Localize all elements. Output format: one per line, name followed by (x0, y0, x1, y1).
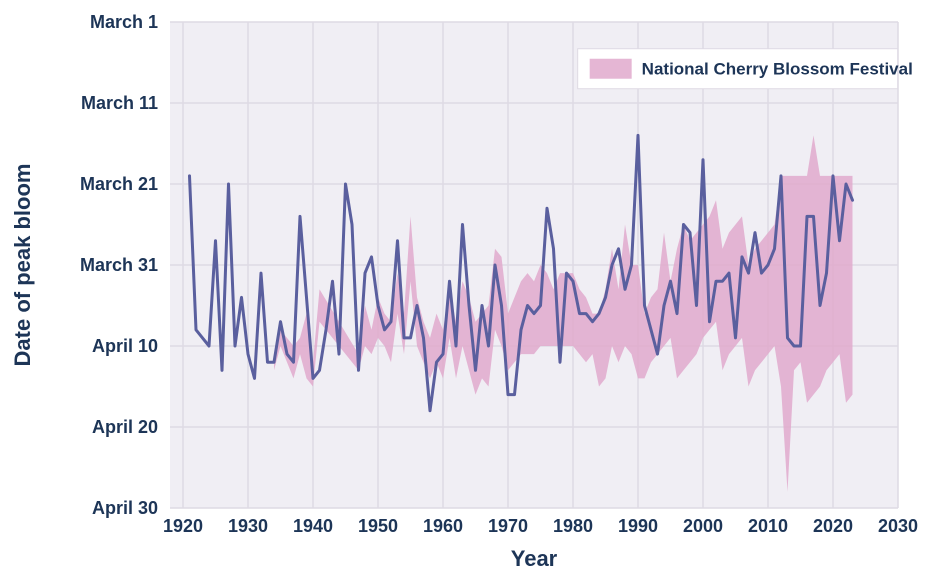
x-tick-label: 1950 (358, 516, 398, 536)
x-tick-label: 1970 (488, 516, 528, 536)
y-tick-label: April 10 (92, 336, 158, 356)
x-tick-label: 2010 (748, 516, 788, 536)
legend-swatch (590, 59, 632, 79)
x-tick-label: 2030 (878, 516, 918, 536)
x-tick-label: 1940 (293, 516, 333, 536)
chart-svg: 1920 1930 1940 1950 1960 1970 1980 1990 2000 2010… (0, 0, 928, 586)
x-tick-label: 1930 (228, 516, 268, 536)
x-tick-label: 2000 (683, 516, 723, 536)
x-tick-label: 1920 (163, 516, 203, 536)
y-tick-label: March 1 (90, 12, 158, 32)
y-tick-label: April 20 (92, 417, 158, 437)
y-ticks: March 1 March 11 March 21 March 31 April 10 A… (80, 12, 158, 518)
x-tick-label: 1980 (553, 516, 593, 536)
x-ticks: 1920 1930 1940 1950 1960 1970 1980 1990 2000 2010… (163, 516, 918, 536)
y-tick-label: April 30 (92, 498, 158, 518)
y-tick-label: March 21 (80, 174, 158, 194)
legend: National Cherry Blossom Festival (578, 49, 913, 89)
x-tick-label: 1960 (423, 516, 463, 536)
x-tick-label: 2020 (813, 516, 853, 536)
legend-label: National Cherry Blossom Festival (642, 60, 913, 79)
x-tick-label: 1990 (618, 516, 658, 536)
y-tick-label: March 11 (81, 93, 158, 113)
x-axis-label: Year (511, 546, 558, 571)
y-axis-label: Date of peak bloom (10, 164, 35, 367)
y-tick-label: March 31 (80, 255, 158, 275)
chart-container: 1920 1930 1940 1950 1960 1970 1980 1990 2000 2010… (0, 0, 928, 586)
